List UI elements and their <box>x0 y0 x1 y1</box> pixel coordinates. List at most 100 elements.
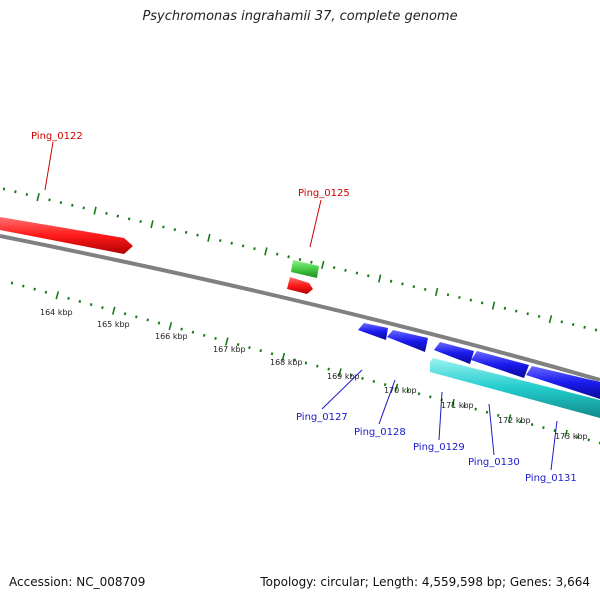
upper-track-major-tick <box>207 233 211 242</box>
lower-track-minor-tick <box>89 303 93 307</box>
feature-blue-1[interactable] <box>358 323 388 340</box>
feature-blue-2[interactable] <box>387 330 428 352</box>
upper-track-minor-tick <box>219 239 222 243</box>
upper-track-minor-tick <box>412 285 416 289</box>
lower-track-minor-tick <box>417 392 421 396</box>
upper-track-minor-tick <box>139 220 142 224</box>
lower-track-minor-tick <box>429 395 432 399</box>
upper-track-minor-tick <box>48 198 51 202</box>
lower-track-minor-tick <box>270 352 274 356</box>
callout-lines <box>44 141 558 471</box>
upper-track-major-tick <box>36 193 40 202</box>
upper-track-minor-tick <box>14 190 17 194</box>
feature-ping-0125-green[interactable] <box>291 260 319 278</box>
feature-blue-5[interactable] <box>526 366 600 399</box>
upper-track-minor-tick <box>583 325 586 329</box>
upper-track-major-tick <box>264 247 268 256</box>
upper-track-minor-tick <box>59 201 63 205</box>
lower-track-minor-tick <box>157 321 161 325</box>
lower-track-minor-tick <box>576 435 579 439</box>
scale-label-172: 172 kbp <box>498 416 531 425</box>
lower-track-minor-tick <box>214 336 217 340</box>
lower-track-minor-tick <box>519 419 523 423</box>
upper-track-minor-tick <box>173 228 177 232</box>
lower-track-major-tick <box>111 306 116 315</box>
lower-track-minor-tick <box>259 349 263 353</box>
lower-track-minor-tick <box>236 343 240 347</box>
callout-ping-0128 <box>378 379 396 425</box>
lower-track-major-tick <box>338 368 342 377</box>
lower-track-minor-tick <box>553 429 557 433</box>
upper-track-minor-tick <box>355 271 359 275</box>
lower-track-minor-tick <box>542 426 545 430</box>
upper-track-minor-tick <box>594 328 598 332</box>
scale-label-164: 164 kbp <box>40 308 73 317</box>
upper-track-minor-tick <box>480 301 484 305</box>
scale-label-166: 166 kbp <box>155 332 188 341</box>
upper-track-minor-tick <box>401 282 404 286</box>
lower-track-major-tick <box>394 383 399 392</box>
feature-ping-0122[interactable] <box>0 217 133 254</box>
lower-track-minor-tick <box>78 299 82 303</box>
lower-track-major-tick <box>168 321 173 331</box>
gene-label-ping-0128: Ping_0128 <box>354 427 406 438</box>
callout-ping-0129 <box>438 391 443 441</box>
lower-track-minor-tick <box>383 383 387 387</box>
lower-track-minor-tick <box>123 312 127 316</box>
upper-track-minor-tick <box>71 203 74 207</box>
scale-label-170: 170 kbp <box>384 386 417 395</box>
scale-labels: 164 kbp 165 kbp 166 kbp 167 kbp 168 kbp … <box>40 308 588 441</box>
lower-track-minor-tick <box>33 287 36 291</box>
lower-track-minor-tick <box>191 330 195 334</box>
lower-track-major-tick <box>451 398 455 408</box>
gene-label-ping-0130: Ping_0130 <box>468 457 520 468</box>
callout-ping-0127 <box>321 369 363 410</box>
lower-track-minor-tick <box>180 327 183 331</box>
upper-track-minor-tick <box>560 320 564 324</box>
genome-backbone <box>0 234 600 382</box>
lower-track-minor-tick <box>293 358 296 362</box>
feature-blue-3[interactable] <box>434 342 474 364</box>
upper-track-minor-tick <box>116 214 120 218</box>
upper-track-minor-tick <box>458 295 461 299</box>
upper-track-minor-tick <box>230 241 233 245</box>
upper-tick-track <box>2 187 598 332</box>
scale-label-165: 165 kbp <box>97 320 130 329</box>
upper-track-major-tick <box>548 315 553 324</box>
upper-track-major-tick <box>93 206 97 215</box>
upper-track-major-tick <box>491 301 496 310</box>
upper-track-major-tick <box>321 260 325 269</box>
lower-track-minor-tick <box>202 333 206 337</box>
gene-label-ping-0122: Ping_0122 <box>31 131 83 142</box>
gene-labels: Ping_0122 Ping_0125 Ping_0127 Ping_0128 … <box>31 131 577 484</box>
upper-track-minor-tick <box>515 309 518 313</box>
gene-label-ping-0127: Ping_0127 <box>296 412 348 423</box>
lower-track-minor-tick <box>530 423 534 427</box>
upper-track-major-tick <box>150 220 154 229</box>
upper-track-minor-tick <box>241 244 245 248</box>
callout-ping-0131 <box>550 420 558 471</box>
upper-track-minor-tick <box>503 306 507 310</box>
upper-track-minor-tick <box>446 293 450 297</box>
gene-label-ping-0131: Ping_0131 <box>525 473 577 484</box>
feature-cyan[interactable] <box>430 358 600 418</box>
lower-tick-track <box>10 281 600 445</box>
upper-track-minor-tick <box>2 187 6 191</box>
callout-ping-0130 <box>488 403 495 456</box>
feature-ping-0125-red[interactable] <box>287 277 313 294</box>
feature-blue-4[interactable] <box>471 351 529 378</box>
gene-label-ping-0129: Ping_0129 <box>413 442 465 453</box>
upper-track-minor-tick <box>196 233 199 237</box>
lower-track-minor-tick <box>349 373 353 377</box>
lower-track-major-tick <box>507 414 512 423</box>
upper-track-minor-tick <box>310 260 313 264</box>
upper-track-minor-tick <box>184 230 188 234</box>
lower-track-minor-tick <box>474 407 477 411</box>
lower-track-minor-tick <box>372 379 376 383</box>
lower-track-minor-tick <box>67 296 70 300</box>
scale-label-167: 167 kbp <box>213 345 246 354</box>
upper-track-minor-tick <box>389 279 393 283</box>
upper-track-minor-tick <box>162 225 165 229</box>
